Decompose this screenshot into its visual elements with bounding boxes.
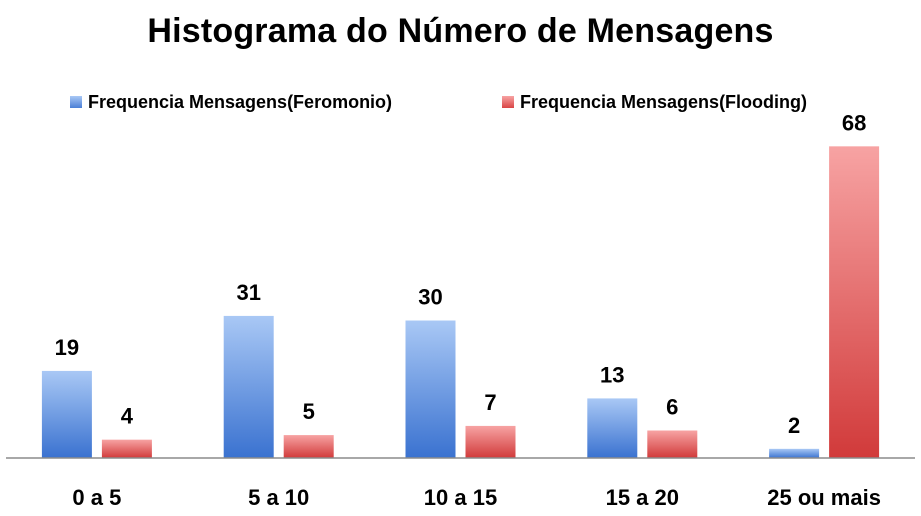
data-label-feromonio-2: 30: [418, 285, 442, 310]
bar-feromonio-2: [405, 320, 456, 458]
legend-swatch-feromonio: [70, 96, 82, 108]
data-label-flooding-3: 6: [666, 395, 678, 420]
x-tick-label-1: 5 a 10: [248, 485, 309, 510]
data-label-feromonio-0: 19: [55, 335, 79, 360]
bar-feromonio-4: [769, 448, 820, 458]
bar-feromonio-0: [41, 370, 92, 458]
bar-flooding-2: [465, 425, 516, 458]
data-label-flooding-0: 4: [121, 404, 134, 429]
data-label-flooding-2: 7: [484, 390, 496, 415]
data-label-flooding-4: 68: [842, 110, 866, 135]
x-tick-label-0: 0 a 5: [72, 485, 121, 510]
bar-flooding-3: [647, 430, 698, 458]
x-tick-label-2: 10 a 15: [424, 485, 497, 510]
bar-feromonio-1: [223, 315, 274, 458]
legend-item-feromonio: Frequencia Mensagens(Feromonio): [70, 90, 392, 114]
bar-flooding-0: [101, 439, 152, 458]
bar-flooding-1: [283, 435, 334, 458]
legend-item-flooding: Frequencia Mensagens(Flooding): [502, 90, 807, 114]
data-label-flooding-1: 5: [303, 399, 315, 424]
legend-swatch-flooding: [502, 96, 514, 108]
bar-flooding-4: [829, 146, 880, 459]
legend: Frequencia Mensagens(Feromonio) Frequenc…: [0, 90, 921, 114]
labels-layer: 19 4 0 a 5 31 5 5 a 10 30 7 10 a 15 13 6 15 a 20 2 68…: [55, 110, 881, 510]
data-label-feromonio-4: 2: [788, 413, 800, 438]
data-label-feromonio-1: 31: [236, 280, 260, 305]
data-label-feromonio-3: 13: [600, 362, 624, 387]
bar-feromonio-3: [587, 398, 638, 458]
bars-layer: [41, 146, 880, 459]
x-tick-label-3: 15 a 20: [606, 485, 679, 510]
x-tick-label-4: 25 ou mais: [767, 485, 881, 510]
legend-label-feromonio: Frequencia Mensagens(Feromonio): [88, 91, 393, 112]
legend-label-flooding: Frequencia Mensagens(Flooding): [520, 91, 808, 112]
chart-title: Histograma do Número de Mensagens: [147, 12, 774, 50]
